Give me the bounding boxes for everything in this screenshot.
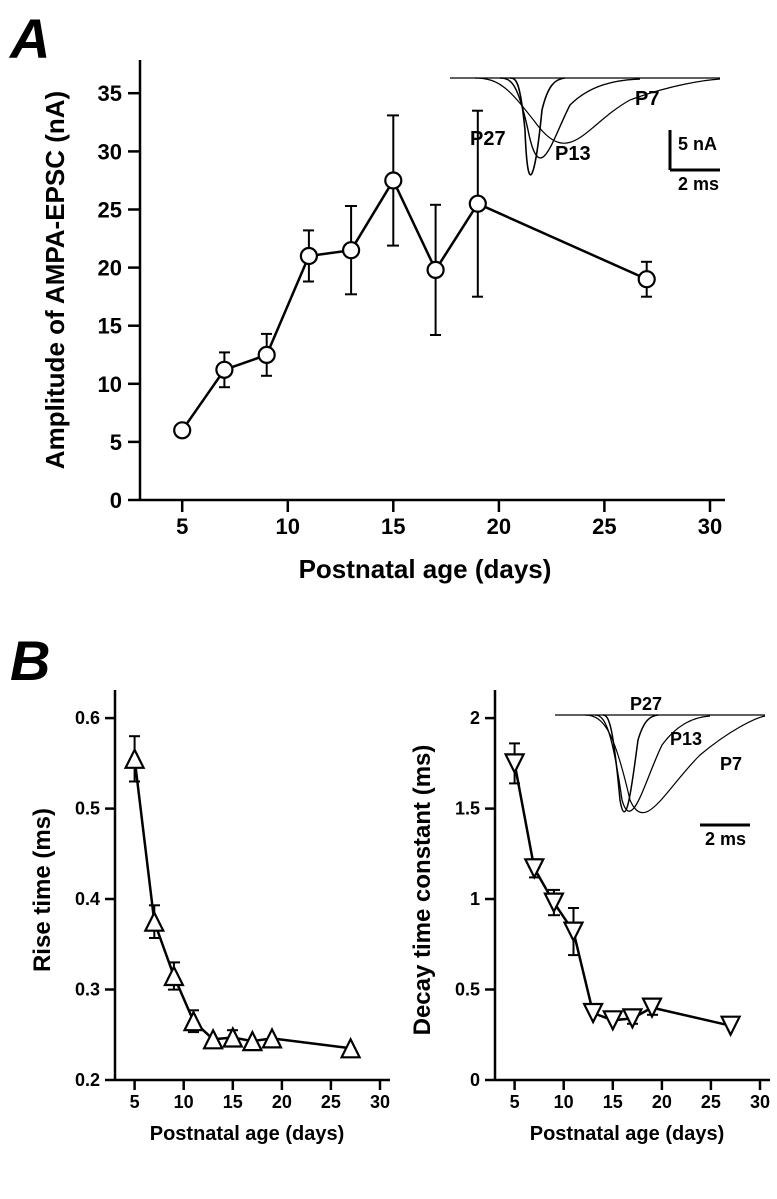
svg-text:30: 30	[750, 1092, 770, 1112]
markers	[506, 754, 740, 1034]
svg-text:5: 5	[110, 430, 122, 455]
error-bars	[509, 743, 658, 1023]
svg-text:Decay time constant (ms): Decay time constant (ms)	[409, 745, 436, 1036]
panel-a-inset: P27 P13 P7 5 nA 2 ms	[450, 78, 720, 194]
svg-text:25: 25	[321, 1092, 341, 1112]
svg-text:15: 15	[98, 314, 122, 339]
svg-text:Postnatal age (days): Postnatal age (days)	[530, 1123, 725, 1145]
svg-text:10: 10	[98, 372, 122, 397]
svg-text:30: 30	[698, 514, 722, 539]
svg-text:0: 0	[470, 1070, 480, 1090]
x-axis-title: Postnatal age (days)	[299, 554, 552, 584]
svg-text:P7: P7	[720, 754, 742, 774]
axes: 5 10 15 20 25 30 0 5 10 15 20 25 30 35 P…	[40, 60, 725, 584]
svg-text:2 ms: 2 ms	[705, 829, 746, 849]
svg-text:10: 10	[276, 514, 300, 539]
svg-text:25: 25	[98, 198, 122, 223]
svg-text:1.5: 1.5	[455, 799, 480, 819]
svg-text:30: 30	[370, 1092, 390, 1112]
svg-text:Rise time (ms): Rise time (ms)	[29, 808, 56, 972]
svg-text:15: 15	[223, 1092, 243, 1112]
svg-text:0.5: 0.5	[455, 980, 480, 1000]
panel-b-inset: P27 P13 P7 2 ms	[555, 694, 765, 849]
svg-text:20: 20	[98, 256, 122, 281]
svg-text:5: 5	[176, 514, 188, 539]
svg-text:P27: P27	[470, 128, 506, 150]
svg-text:5 nA: 5 nA	[678, 134, 717, 154]
svg-text:20: 20	[652, 1092, 672, 1112]
svg-text:0.5: 0.5	[75, 799, 100, 819]
panel-b-left-chart: 5 10 15 20 25 30 0.2 0.3 0.4 0.5 0.6 Pos…	[20, 660, 400, 1180]
svg-text:15: 15	[381, 514, 405, 539]
svg-text:P7: P7	[635, 88, 659, 110]
svg-text:0: 0	[110, 488, 122, 513]
svg-text:0.3: 0.3	[75, 980, 100, 1000]
svg-text:1: 1	[470, 889, 480, 909]
svg-text:25: 25	[592, 514, 616, 539]
ampa-amplitude-series	[182, 181, 647, 431]
svg-text:P13: P13	[670, 729, 702, 749]
svg-text:0.2: 0.2	[75, 1070, 100, 1090]
y-axis-title: Amplitude of AMPA-EPSC (nA)	[40, 91, 70, 469]
svg-text:5: 5	[130, 1092, 140, 1112]
svg-text:0.6: 0.6	[75, 708, 100, 728]
svg-text:0.4: 0.4	[75, 889, 100, 909]
markers	[126, 750, 360, 1058]
svg-text:P27: P27	[630, 694, 662, 714]
svg-text:Postnatal age (days): Postnatal age (days)	[150, 1123, 345, 1145]
svg-text:25: 25	[701, 1092, 721, 1112]
svg-text:2 ms: 2 ms	[678, 174, 719, 194]
svg-text:2: 2	[470, 708, 480, 728]
markers	[174, 173, 655, 439]
svg-text:20: 20	[487, 514, 511, 539]
svg-text:5: 5	[510, 1092, 520, 1112]
svg-text:10: 10	[554, 1092, 574, 1112]
svg-text:30: 30	[98, 139, 122, 164]
svg-text:P13: P13	[555, 143, 591, 165]
svg-text:15: 15	[603, 1092, 623, 1112]
rise-time-series	[135, 759, 351, 1049]
svg-text:20: 20	[272, 1092, 292, 1112]
svg-text:10: 10	[174, 1092, 194, 1112]
svg-text:35: 35	[98, 81, 122, 106]
panel-a-chart: 5 10 15 20 25 30 0 5 10 15 20 25 30 35 P…	[30, 30, 750, 610]
panel-b-right-chart: 5 10 15 20 25 30 0 0.5 1 1.5 2 Postnatal…	[400, 660, 777, 1180]
